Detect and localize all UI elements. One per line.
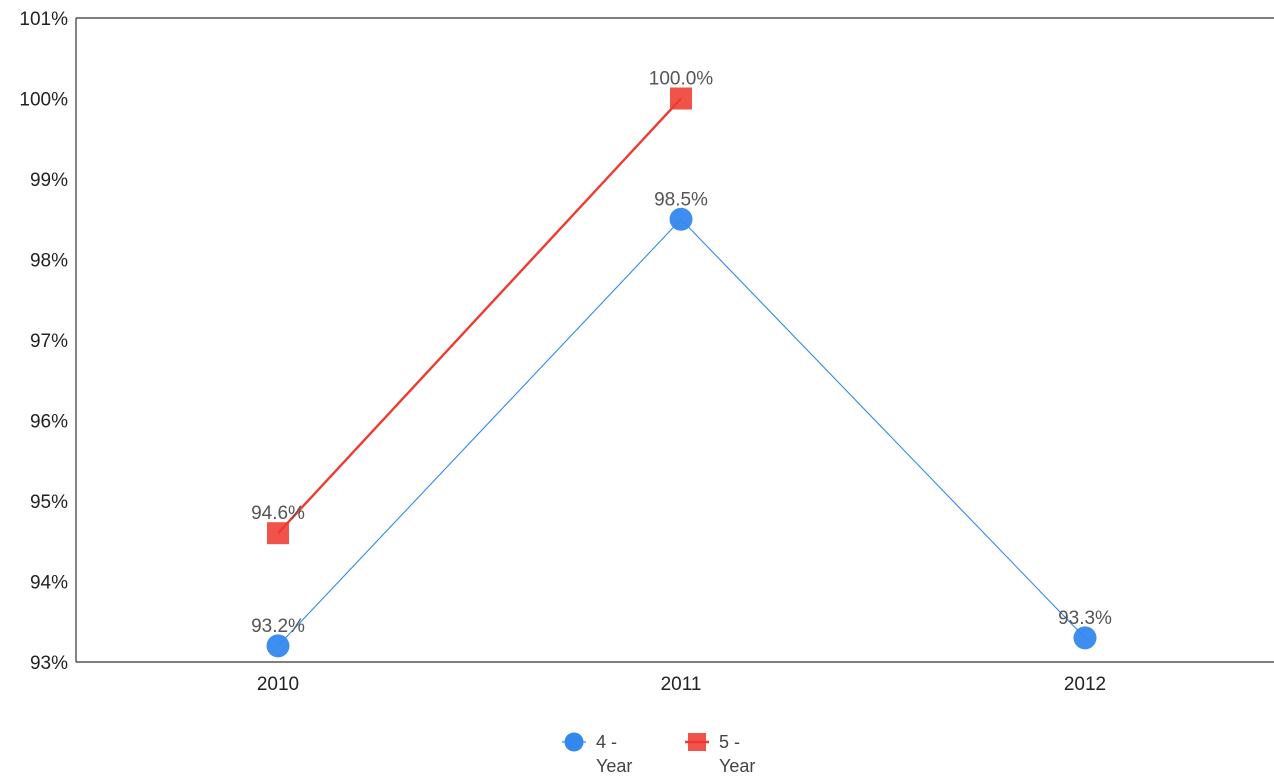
data-point-circle[interactable] <box>669 207 693 231</box>
x-tick-label: 2011 <box>661 674 702 695</box>
series-layer <box>266 87 1097 658</box>
y-tick-label: 98% <box>30 251 68 272</box>
x-tick-label: 2012 <box>1064 674 1106 695</box>
y-tick-label: 95% <box>30 492 68 513</box>
y-tick-label: 94% <box>30 573 68 594</box>
y-tick-label: 101% <box>19 9 68 30</box>
legend-square-marker <box>688 733 706 751</box>
data-label: 94.6% <box>251 503 305 524</box>
legend-circle-marker <box>564 732 584 752</box>
data-labels: 93.2% 98.5% 93.3% 94.6% 100.0% <box>251 69 1112 637</box>
x-tick-label: 2010 <box>257 674 299 695</box>
data-label: 93.3% <box>1058 608 1112 629</box>
data-point-square[interactable] <box>670 87 692 110</box>
legend-label: Year <box>596 756 632 776</box>
y-tick-label: 96% <box>30 412 68 433</box>
axes: 93% 94% 95% 96% 97% 98% 99% 100% 101% 2010 2011 201… <box>19 9 1274 695</box>
data-point-square[interactable] <box>267 522 289 545</box>
data-point-circle[interactable] <box>1073 626 1097 650</box>
series-line-2 <box>277 97 682 535</box>
legend-label: Year <box>719 756 755 776</box>
legend-item-2[interactable]: 5 - Year <box>685 732 755 776</box>
y-tick-label: 99% <box>30 170 68 191</box>
data-label: 100.0% <box>649 69 714 90</box>
legend-label: 5 - <box>719 732 740 752</box>
data-point-circle[interactable] <box>266 634 290 658</box>
legend-label: 4 - <box>596 732 617 752</box>
data-label: 93.2% <box>251 616 305 637</box>
y-tick-label: 93% <box>30 653 68 674</box>
data-label: 98.5% <box>654 189 708 210</box>
legend[interactable]: 4 - Year 5 - Year <box>562 732 755 776</box>
series-line-1 <box>277 218 1086 647</box>
y-tick-label: 97% <box>30 331 68 352</box>
legend-item-1[interactable]: 4 - Year <box>562 732 632 776</box>
y-tick-label: 100% <box>19 90 68 111</box>
